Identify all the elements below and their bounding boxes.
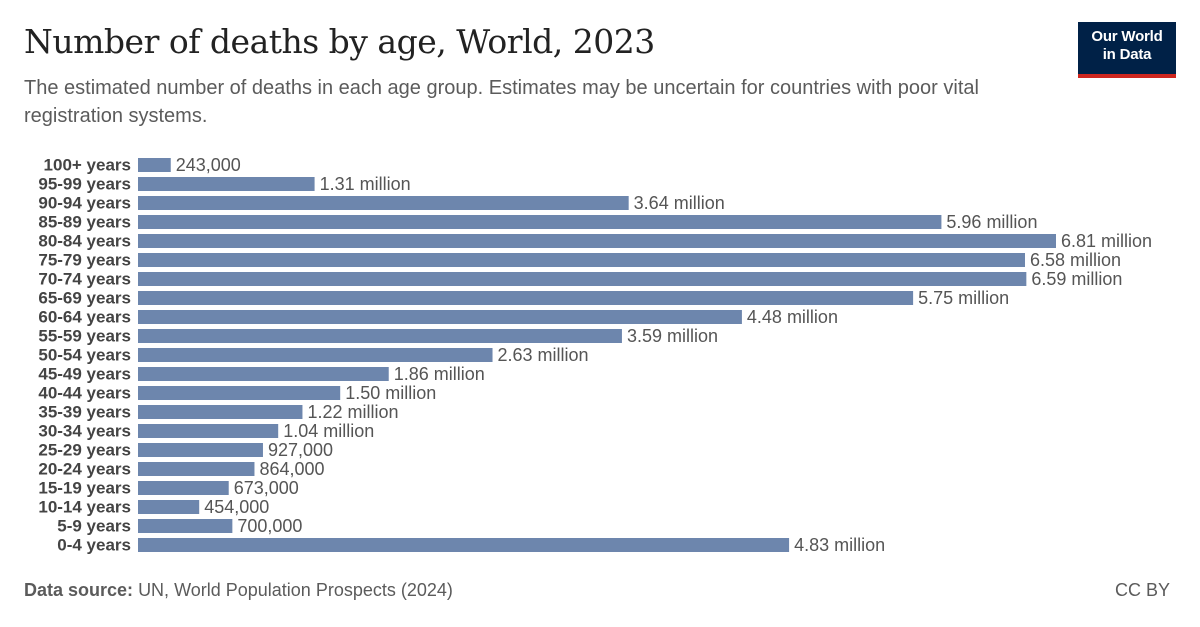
value-label-55-59-years: 3.59 million bbox=[627, 326, 718, 346]
bar-40-44-years[interactable] bbox=[138, 386, 341, 400]
bar-20-24-years[interactable] bbox=[138, 462, 255, 476]
value-label-100plus-years: 243,000 bbox=[176, 155, 241, 175]
bar-75-79-years[interactable] bbox=[138, 253, 1025, 267]
owid-logo[interactable]: Our World in Data bbox=[1078, 22, 1176, 78]
bar-10-14-years[interactable] bbox=[138, 500, 200, 514]
bar-25-29-years[interactable] bbox=[138, 443, 263, 457]
value-label-20-24-years: 864,000 bbox=[259, 459, 324, 479]
value-label-15-19-years: 673,000 bbox=[234, 478, 299, 498]
bar-5-9-years[interactable] bbox=[138, 519, 233, 533]
bar-60-64-years[interactable] bbox=[138, 310, 742, 324]
chart-title: Number of deaths by age, World, 2023 bbox=[24, 22, 655, 61]
value-label-10-14-years: 454,000 bbox=[204, 497, 269, 517]
category-label-70-74-years: 70-74 years bbox=[38, 270, 131, 289]
category-label-75-79-years: 75-79 years bbox=[38, 251, 131, 270]
bar-chart: 100+ years 243,000 95-99 years 1.31 million… bbox=[38, 155, 1152, 555]
bar-50-54-years[interactable] bbox=[138, 348, 493, 362]
value-label-60-64-years: 4.48 million bbox=[747, 307, 838, 327]
bar-30-34-years[interactable] bbox=[138, 424, 279, 438]
value-label-90-94-years: 3.64 million bbox=[634, 193, 725, 213]
bar-80-84-years[interactable] bbox=[138, 234, 1056, 248]
value-label-35-39-years: 1.22 million bbox=[307, 402, 398, 422]
category-label-45-49-years: 45-49 years bbox=[38, 365, 131, 384]
category-label-65-69-years: 65-69 years bbox=[38, 289, 131, 308]
logo-line-1: Our World bbox=[1091, 28, 1163, 45]
category-label-20-24-years: 20-24 years bbox=[38, 460, 131, 479]
bar-70-74-years[interactable] bbox=[138, 272, 1027, 286]
logo-line-2: in Data bbox=[1102, 46, 1152, 63]
value-label-70-74-years: 6.59 million bbox=[1031, 269, 1122, 289]
value-label-80-84-years: 6.81 million bbox=[1061, 231, 1152, 251]
bar-65-69-years[interactable] bbox=[138, 291, 914, 305]
data-source: Data source: UN, World Population Prospe… bbox=[24, 580, 453, 601]
value-label-25-29-years: 927,000 bbox=[268, 440, 333, 460]
bar-15-19-years[interactable] bbox=[138, 481, 229, 495]
data-source-text[interactable]: UN, World Population Prospects (2024) bbox=[138, 580, 453, 600]
value-label-65-69-years: 5.75 million bbox=[918, 288, 1009, 308]
category-label-60-64-years: 60-64 years bbox=[38, 308, 131, 327]
category-label-40-44-years: 40-44 years bbox=[38, 384, 131, 403]
chart-subtitle: The estimated number of deaths in each a… bbox=[24, 77, 979, 127]
category-label-30-34-years: 30-34 years bbox=[38, 422, 131, 441]
category-label-55-59-years: 55-59 years bbox=[38, 327, 131, 346]
data-source-label: Data source: bbox=[24, 580, 134, 600]
category-label-50-54-years: 50-54 years bbox=[38, 346, 131, 365]
bar-100plus-years[interactable] bbox=[138, 158, 171, 172]
bar-55-59-years[interactable] bbox=[138, 329, 622, 343]
value-label-40-44-years: 1.50 million bbox=[345, 383, 436, 403]
category-label-10-14-years: 10-14 years bbox=[38, 498, 131, 517]
bar-35-39-years[interactable] bbox=[138, 405, 303, 419]
category-label-85-89-years: 85-89 years bbox=[38, 213, 131, 232]
category-label-95-99-years: 95-99 years bbox=[38, 175, 131, 194]
category-label-15-19-years: 15-19 years bbox=[38, 479, 131, 498]
license-link[interactable]: CC BY bbox=[1114, 580, 1170, 600]
category-label-25-29-years: 25-29 years bbox=[38, 441, 131, 460]
bar-0-4-years[interactable] bbox=[138, 538, 790, 552]
value-label-30-34-years: 1.04 million bbox=[283, 421, 374, 441]
category-label-100plus-years: 100+ years bbox=[44, 156, 131, 175]
value-label-45-49-years: 1.86 million bbox=[394, 364, 485, 384]
value-label-85-89-years: 5.96 million bbox=[946, 212, 1037, 232]
category-label-5-9-years: 5-9 years bbox=[57, 517, 131, 536]
value-label-50-54-years: 2.63 million bbox=[498, 345, 589, 365]
bar-90-94-years[interactable] bbox=[138, 196, 629, 210]
bar-85-89-years[interactable] bbox=[138, 215, 942, 229]
category-label-35-39-years: 35-39 years bbox=[38, 403, 131, 422]
category-label-80-84-years: 80-84 years bbox=[38, 232, 131, 251]
bar-45-49-years[interactable] bbox=[138, 367, 389, 381]
value-label-95-99-years: 1.31 million bbox=[320, 174, 411, 194]
value-label-5-9-years: 700,000 bbox=[237, 516, 302, 536]
value-label-75-79-years: 6.58 million bbox=[1030, 250, 1121, 270]
bar-95-99-years[interactable] bbox=[138, 177, 315, 191]
value-label-0-4-years: 4.83 million bbox=[794, 535, 885, 555]
category-label-90-94-years: 90-94 years bbox=[38, 194, 131, 213]
category-label-0-4-years: 0-4 years bbox=[57, 536, 131, 555]
